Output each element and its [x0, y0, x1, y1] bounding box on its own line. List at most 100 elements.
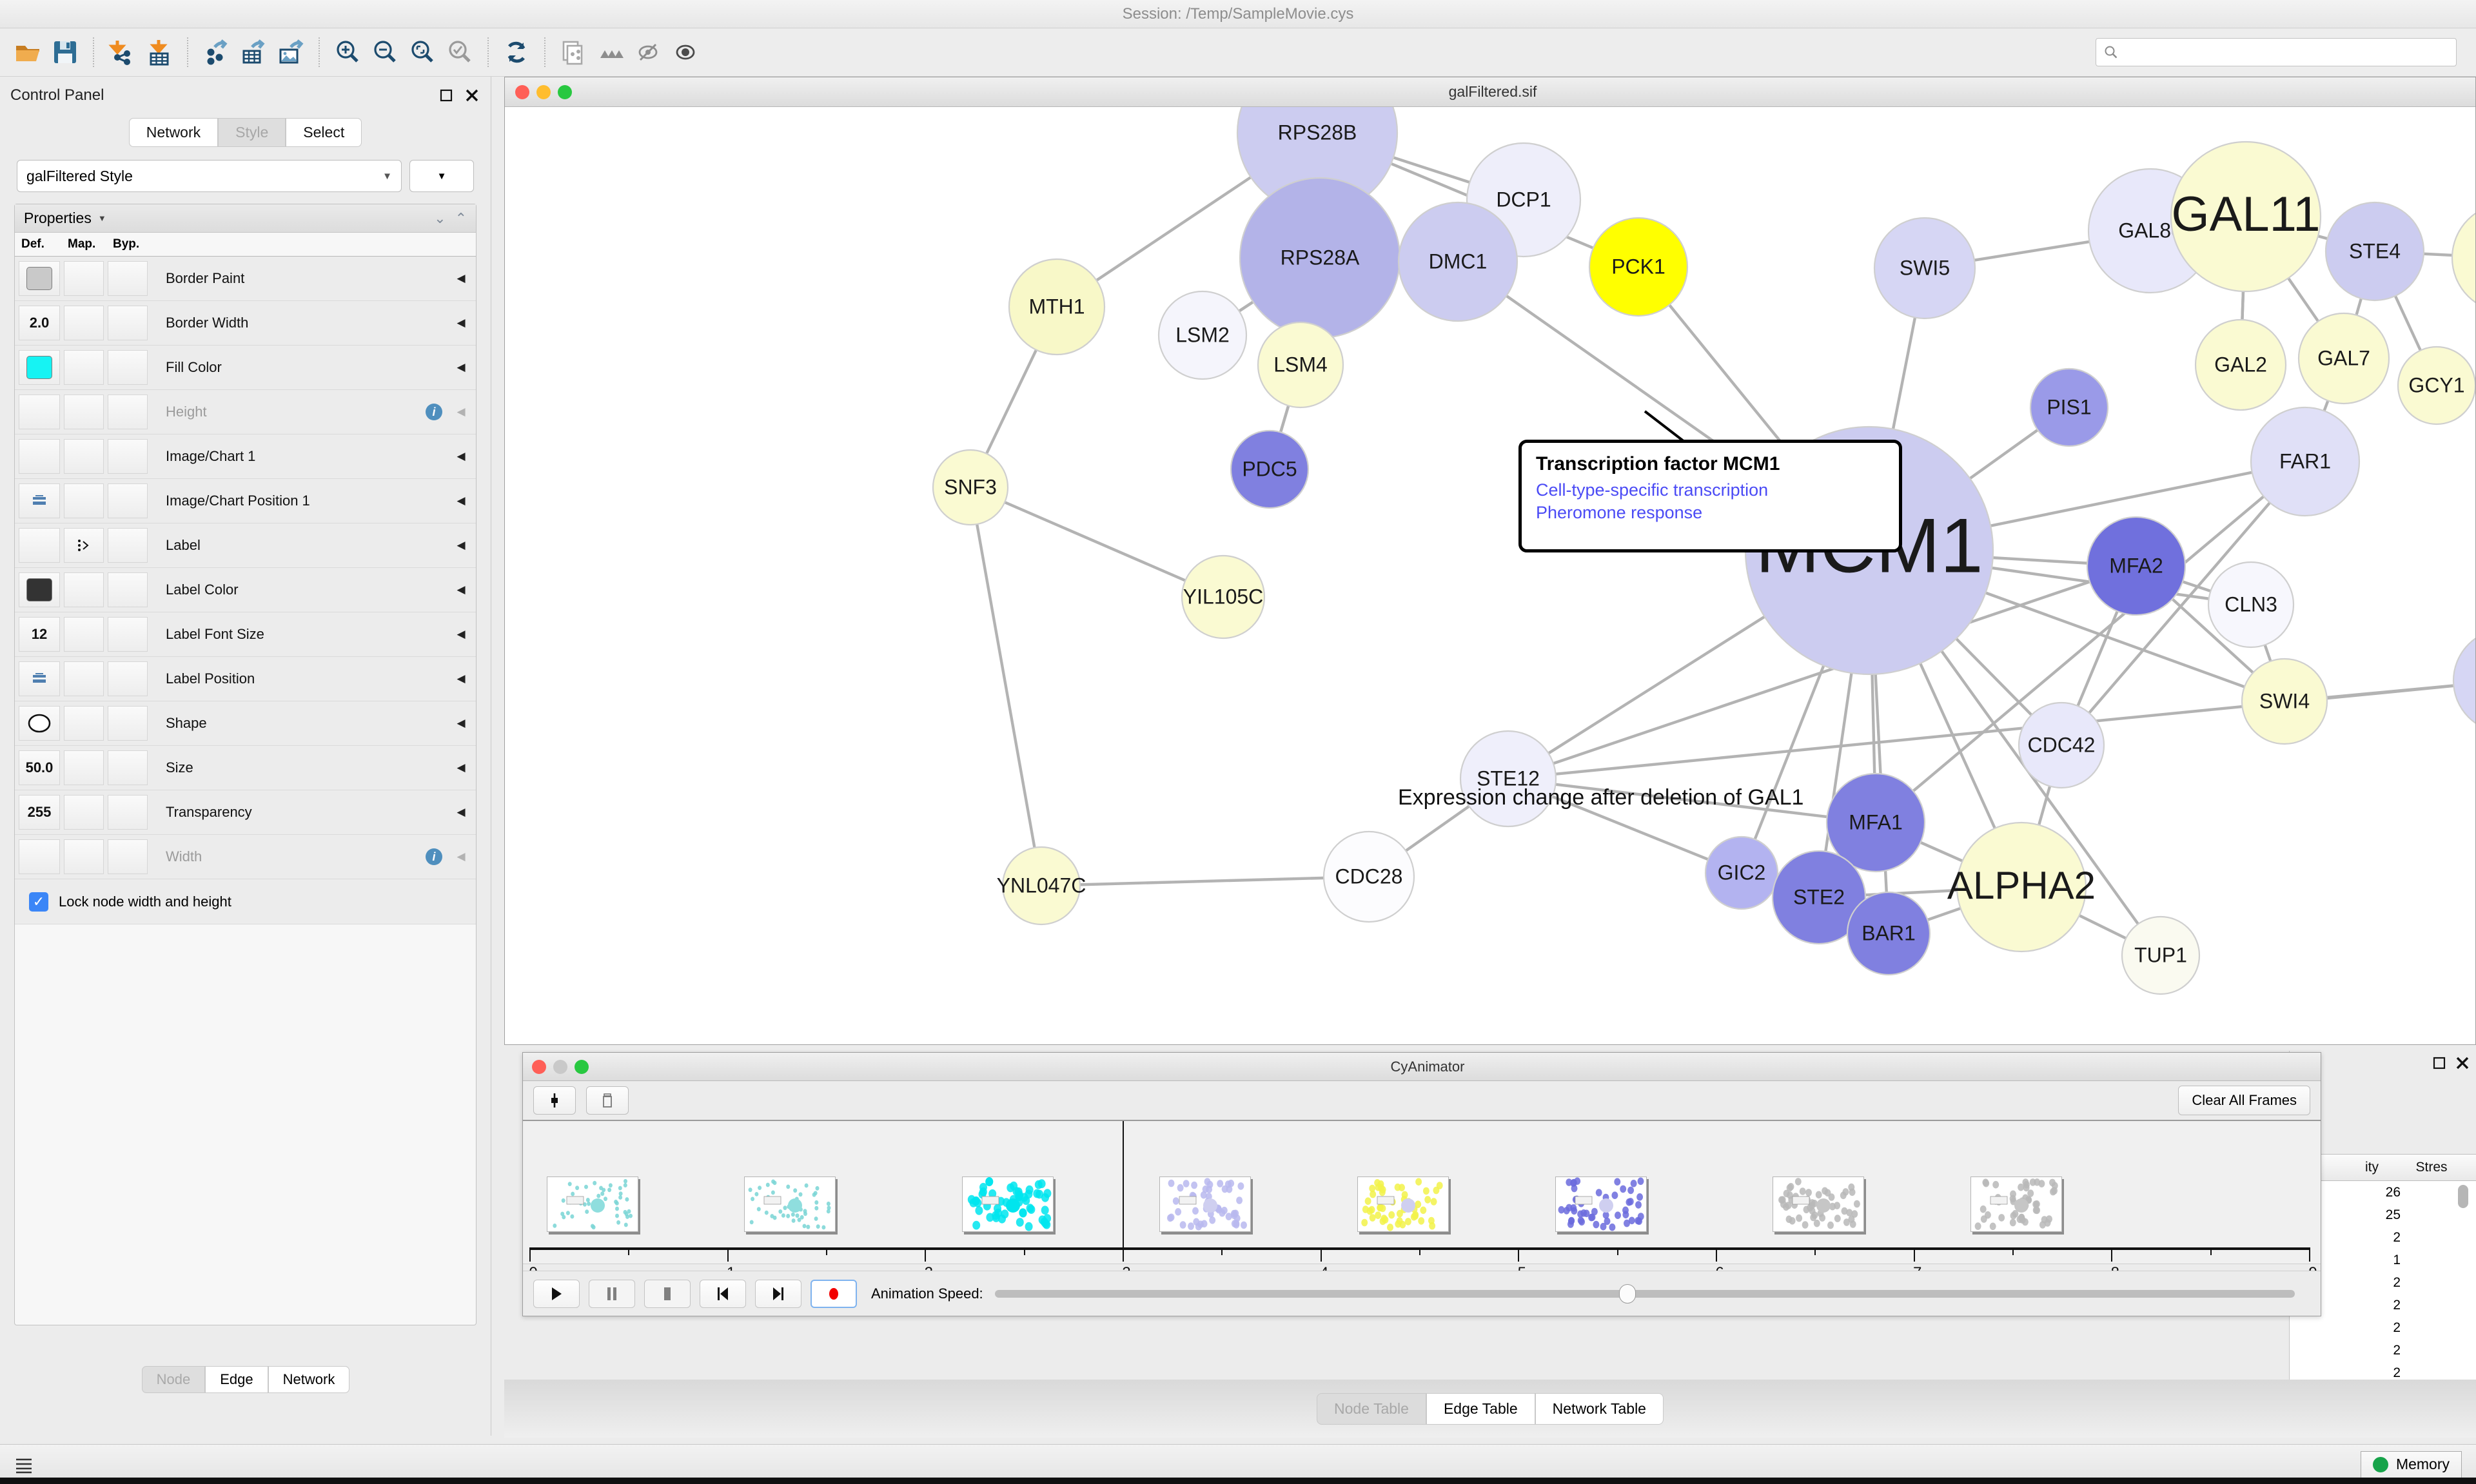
property-expand-arrow[interactable]: ◀ [457, 272, 466, 284]
property-mapping-cell[interactable] [64, 395, 104, 429]
record-button[interactable] [811, 1279, 857, 1308]
property-bypass-cell[interactable] [108, 261, 148, 296]
property-expand-arrow[interactable]: ◀ [457, 583, 466, 596]
property-expand-arrow[interactable]: ◀ [457, 850, 466, 863]
float-icon[interactable] [438, 87, 455, 104]
table-row[interactable]: 25 [2385, 1207, 2401, 1222]
node-shape[interactable] [2397, 346, 2475, 425]
next-frame-button[interactable] [755, 1279, 801, 1308]
search-box[interactable] [2096, 38, 2457, 66]
property-mapping-cell[interactable] [64, 439, 104, 474]
property-bypass-cell[interactable] [108, 706, 148, 741]
zoom-in-icon[interactable] [329, 34, 366, 71]
graph-edge[interactable] [1508, 564, 2137, 781]
node-shape[interactable] [1157, 290, 1248, 380]
tab-network-style[interactable]: Network [268, 1366, 350, 1393]
play-button[interactable] [533, 1279, 580, 1308]
property-row[interactable]: Label ◀ [15, 523, 476, 568]
property-default-cell[interactable]: 50.0 [19, 750, 60, 785]
expand-all-icon[interactable]: ⌄ [434, 210, 446, 226]
graph-node[interactable]: YIL105C [1181, 554, 1266, 639]
property-bypass-cell[interactable] [108, 439, 148, 474]
graph-node[interactable]: CDC28 [1322, 830, 1415, 923]
property-mapping-cell[interactable] [64, 483, 104, 518]
node-shape[interactable] [1704, 835, 1779, 910]
close-dot[interactable] [515, 84, 529, 99]
graph-node[interactable]: GCY1 [2397, 346, 2475, 425]
table-row[interactable]: 2 [2393, 1365, 2401, 1380]
zoom-selected-icon[interactable] [441, 34, 478, 71]
close-icon[interactable] [464, 87, 480, 104]
task-list-icon[interactable] [14, 1455, 34, 1474]
info-icon[interactable]: i [426, 848, 442, 865]
graph-node[interactable]: RPS28B [1236, 107, 1399, 214]
tab-network[interactable]: Network [128, 118, 219, 147]
property-row[interactable]: Width i ◀ [15, 835, 476, 879]
property-row[interactable]: Image/Chart 1 ◀ [15, 434, 476, 479]
timeline-frame[interactable] [1357, 1176, 1449, 1232]
timeline-frame[interactable] [744, 1176, 836, 1232]
graph-node[interactable]: CLN3 [2207, 561, 2295, 649]
timeline-frame[interactable] [961, 1176, 1054, 1232]
graph-node[interactable]: GIC2 [1704, 835, 1779, 910]
node-shape[interactable] [932, 449, 1009, 526]
graph-node[interactable]: GAL2 [2194, 318, 2287, 411]
property-expand-arrow[interactable]: ◀ [457, 317, 466, 329]
node-shape[interactable] [1397, 201, 1518, 322]
new-network-icon[interactable] [555, 34, 592, 71]
node-shape[interactable] [1846, 891, 1931, 976]
import-table-icon[interactable] [141, 34, 178, 71]
animation-speed-slider[interactable] [994, 1284, 2295, 1303]
graph-node[interactable]: YNL047C [997, 846, 1086, 926]
node-shape[interactable] [1001, 846, 1081, 926]
zoom-fit-icon[interactable] [404, 34, 441, 71]
graph-node[interactable]: PIS1 [2029, 367, 2109, 447]
property-row[interactable]: Label Position ◀ [15, 657, 476, 701]
graph-node[interactable]: SNF3 [932, 449, 1009, 526]
table-row[interactable]: 1 [2393, 1253, 2401, 1267]
property-default-cell[interactable] [19, 439, 60, 474]
table-row[interactable]: 26 [2385, 1185, 2401, 1200]
search-input[interactable] [2123, 44, 2448, 60]
tab-network-table[interactable]: Network Table [1535, 1392, 1664, 1425]
tab-node[interactable]: Node [141, 1366, 206, 1393]
node-shape[interactable] [2170, 141, 2322, 293]
property-expand-arrow[interactable]: ◀ [457, 761, 466, 774]
property-expand-arrow[interactable]: ◀ [457, 628, 466, 640]
property-mapping-cell[interactable] [64, 572, 104, 607]
graph-node[interactable]: ALPHA2 [1947, 821, 2096, 953]
property-bypass-cell[interactable] [108, 572, 148, 607]
graph-node[interactable]: SWI4 [2241, 658, 2328, 745]
property-expand-arrow[interactable]: ◀ [457, 494, 466, 507]
add-frame-button[interactable] [533, 1086, 576, 1115]
properties-menu-icon[interactable]: ▼ [97, 213, 106, 223]
graph-edge[interactable] [1041, 875, 1370, 888]
property-default-cell[interactable] [19, 395, 60, 429]
property-row[interactable]: Label Color ◀ [15, 568, 476, 612]
property-default-cell[interactable] [19, 839, 60, 874]
node-shape[interactable] [2121, 915, 2201, 995]
property-row[interactable]: 2.0 Border Width ◀ [15, 301, 476, 346]
timeline-frame[interactable] [1159, 1176, 1252, 1232]
lock-node-size-row[interactable]: ✓ Lock node width and height [15, 879, 476, 924]
tab-edge-table[interactable]: Edge Table [1426, 1392, 1535, 1425]
graph-node[interactable]: STE2 [1771, 850, 1867, 945]
graph-edge[interactable] [970, 485, 1224, 599]
column-header-ity[interactable]: ity [2365, 1160, 2379, 1175]
info-icon[interactable]: i [426, 404, 442, 420]
property-expand-arrow[interactable]: ◀ [457, 717, 466, 729]
property-row[interactable]: Image/Chart Position 1 ◀ [15, 479, 476, 523]
property-row[interactable]: 12 Label Font Size ◀ [15, 612, 476, 657]
import-network-icon[interactable] [103, 34, 141, 71]
tab-node-table[interactable]: Node Table [1317, 1392, 1426, 1425]
property-expand-arrow[interactable]: ◀ [457, 405, 466, 418]
node-shape[interactable] [1459, 730, 1557, 828]
node-shape[interactable] [1008, 258, 1106, 356]
node-shape[interactable] [2297, 312, 2390, 405]
graph-node[interactable]: RPS28A [1239, 177, 1401, 339]
property-default-cell[interactable] [19, 706, 60, 741]
table-row[interactable]: 2 [2393, 1343, 2401, 1358]
open-session-icon[interactable] [9, 34, 46, 71]
refresh-icon[interactable] [498, 34, 535, 71]
property-expand-arrow[interactable]: ◀ [457, 450, 466, 462]
